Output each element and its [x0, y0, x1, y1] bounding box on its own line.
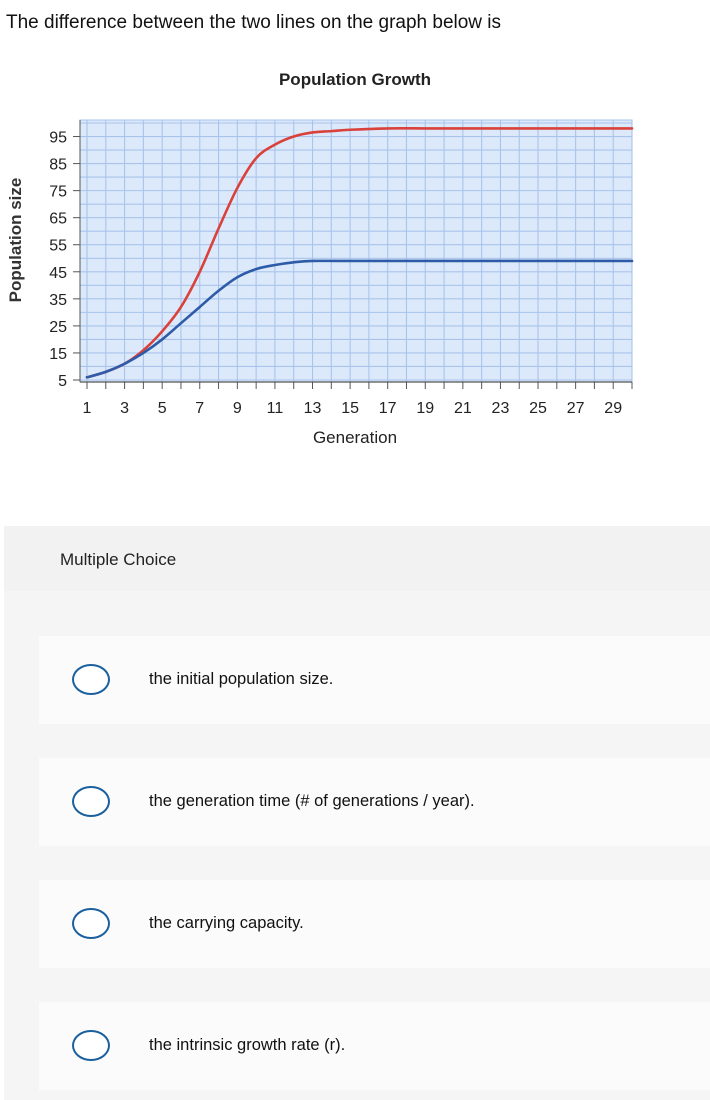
multiple-choice-title: Multiple Choice — [60, 550, 177, 569]
multiple-choice-header: Multiple Choice — [4, 526, 710, 591]
y-tick-label: 5 — [58, 373, 67, 390]
answer-option-label[interactable]: the intrinsic growth rate (r). — [149, 1036, 346, 1054]
answer-option-label[interactable]: the carrying capacity. — [149, 914, 304, 932]
x-tick-label: 21 — [454, 400, 472, 417]
radio-button-icon[interactable] — [72, 786, 110, 817]
x-tick-label: 3 — [120, 400, 129, 417]
x-axis-label: Generation — [313, 428, 397, 447]
answer-option-4[interactable]: the intrinsic growth rate (r). — [39, 1002, 710, 1090]
plot-area — [79, 119, 633, 383]
y-tick-label: 55 — [49, 238, 67, 255]
x-tick-label: 5 — [158, 400, 167, 417]
radio-button-icon[interactable] — [72, 1030, 110, 1061]
answer-options: the initial population size. the generat… — [4, 591, 710, 1100]
y-axis-label: Population size — [6, 178, 25, 303]
answer-option-label[interactable]: the generation time (# of generations / … — [149, 792, 475, 810]
x-tick-label: 17 — [379, 400, 397, 417]
x-tick-label: 11 — [267, 400, 284, 417]
radio-button-icon[interactable] — [72, 908, 110, 939]
answer-option-3[interactable]: the carrying capacity. — [39, 880, 710, 968]
radio-button-icon[interactable] — [72, 664, 110, 695]
x-tick-label: 19 — [416, 400, 434, 417]
x-tick-label: 23 — [492, 400, 510, 417]
x-tick-label: 7 — [195, 400, 204, 417]
y-tick-label: 75 — [49, 184, 67, 201]
y-tick-label: 85 — [49, 157, 67, 174]
answer-option-label[interactable]: the initial population size. — [149, 670, 334, 688]
y-tick-label: 15 — [49, 346, 67, 363]
y-tick-label: 65 — [49, 211, 67, 228]
x-tick-label: 25 — [529, 400, 547, 417]
x-tick-label: 15 — [341, 400, 359, 417]
answer-option-1[interactable]: the initial population size. — [39, 636, 710, 724]
x-tick-label: 27 — [567, 400, 585, 417]
y-tick-label: 95 — [49, 130, 67, 147]
answer-option-2[interactable]: the generation time (# of generations / … — [39, 758, 710, 846]
y-tick-label: 35 — [49, 292, 67, 309]
x-tick-label: 29 — [604, 400, 622, 417]
series-line-red — [85, 127, 634, 379]
x-tick-label: 9 — [233, 400, 242, 417]
x-tick-label: 13 — [304, 400, 322, 417]
x-tick-label: 1 — [83, 400, 92, 417]
y-tick-label: 25 — [49, 319, 67, 336]
chart-title: Population Growth — [279, 70, 431, 89]
question-text: The difference between the two lines on … — [6, 12, 502, 33]
y-tick-label: 45 — [49, 265, 67, 282]
series-line-blue — [85, 259, 634, 379]
